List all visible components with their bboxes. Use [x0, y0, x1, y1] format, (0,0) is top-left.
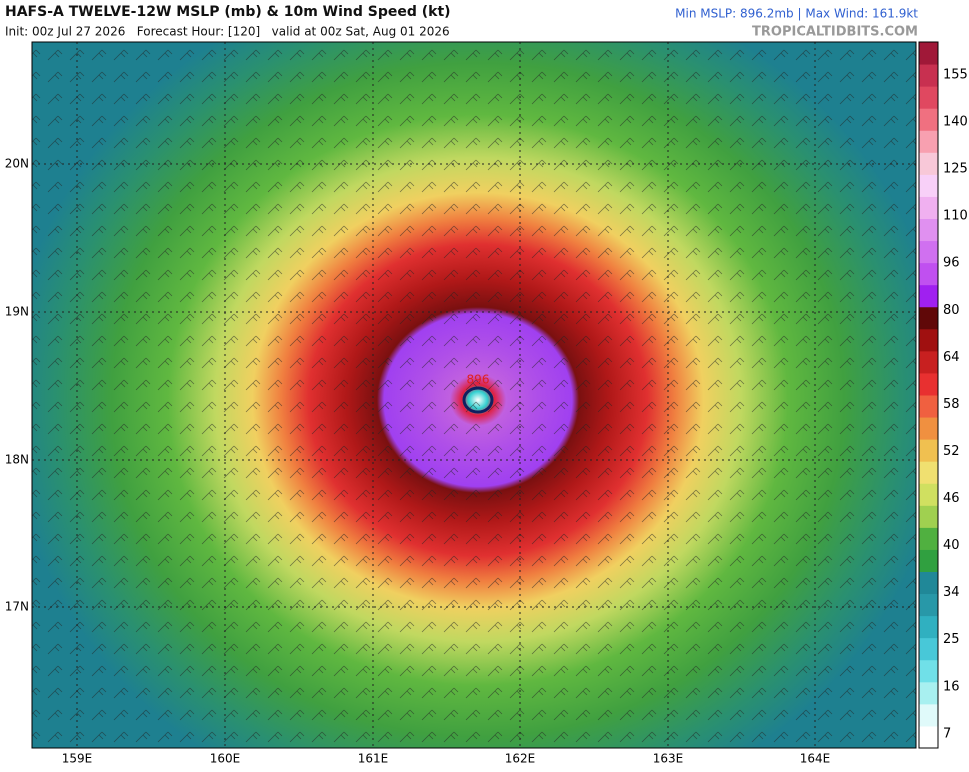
source: TROPICALTIDBITS.COM: [752, 25, 918, 40]
colorbar-segment: [919, 372, 938, 396]
colorbar-segment: [919, 439, 938, 462]
eye: [462, 386, 494, 414]
map-frame: [31, 41, 917, 749]
colorbar-label: 58: [943, 397, 960, 412]
colorbar-segment: [919, 527, 938, 550]
wind-barbs: [32, 42, 916, 748]
colorbar-segment: [919, 637, 938, 661]
colorbar-segment: [919, 108, 938, 131]
colorbar-segment: [919, 659, 938, 683]
colorbar-segment: [919, 395, 938, 418]
colorbar-segment: [919, 86, 938, 109]
colorbar-label: 155: [943, 67, 968, 82]
colorbar-segment: [919, 681, 938, 705]
colorbar-label: 25: [943, 632, 960, 647]
colorbar-label: 16: [943, 679, 960, 694]
colorbar-label: 125: [943, 162, 968, 177]
colorbar-segment: [919, 328, 938, 352]
lat-label: 20N: [5, 157, 29, 171]
colorbar-label: 96: [943, 256, 960, 271]
colorbar-segment: [919, 461, 938, 484]
lat-label: 18N: [5, 453, 29, 467]
colorbar-label: 64: [943, 350, 960, 365]
colorbar-segment: [919, 417, 938, 440]
center-pressure-label: 896: [467, 373, 490, 387]
colorbar-label: 40: [943, 538, 960, 553]
lon-label: 162E: [505, 752, 536, 766]
colorbar-label: 46: [943, 491, 960, 506]
colorbar-segment: [919, 505, 938, 528]
lat-label: 19N: [5, 305, 29, 319]
colorbar-segment: [919, 262, 938, 286]
colorbar-segment: [919, 306, 938, 330]
colorbar-label: 110: [943, 209, 968, 224]
graticule: [32, 42, 916, 748]
lat-label: 17N: [5, 600, 29, 614]
colorbar-segment: [919, 615, 938, 639]
map-area: 896: [32, 42, 916, 748]
colorbar-label: 7: [943, 726, 951, 741]
colorbar-segment: [919, 218, 938, 242]
colorbar-segment: [919, 240, 938, 264]
colorbar-label: 34: [943, 585, 960, 600]
colorbar-segment: [919, 130, 938, 153]
colorbar-segment: [919, 152, 938, 175]
colorbar-segment: [919, 64, 938, 87]
colorbar-segment: [919, 483, 938, 506]
colorbar-segment: [919, 725, 938, 749]
lon-label: 160E: [210, 752, 241, 766]
colorbar-segment: [919, 174, 938, 197]
stats: Min MSLP: 896.2mb | Max Wind: 161.9kt: [675, 7, 918, 21]
colorbar-segment: [919, 703, 938, 727]
lon-label: 163E: [653, 752, 684, 766]
colorbar-segment: [919, 593, 938, 617]
colorbar-label: 80: [943, 303, 960, 318]
subtitle: Init: 00z Jul 27 2026 Forecast Hour: [12…: [5, 25, 450, 39]
colorbar-frame: [918, 41, 939, 749]
colorbar: 7 16 25 34 40 46 52 58 64 80 96 110 125 140 155: [918, 41, 968, 749]
lon-label: 164E: [800, 752, 831, 766]
colorbar-segment: [919, 42, 938, 65]
colorbar-segment: [919, 284, 938, 308]
colorbar-label: 140: [943, 115, 968, 130]
colorbar-segment: [919, 350, 938, 374]
colorbar-segment: [919, 571, 938, 595]
lon-label: 159E: [62, 752, 93, 766]
title: HAFS-A TWELVE-12W MSLP (mb) & 10m Wind S…: [5, 4, 451, 20]
colorbar-label: 52: [943, 444, 960, 459]
colorbar-segment: [919, 196, 938, 219]
colorbar-segment: [919, 549, 938, 572]
lon-label: 161E: [358, 752, 389, 766]
